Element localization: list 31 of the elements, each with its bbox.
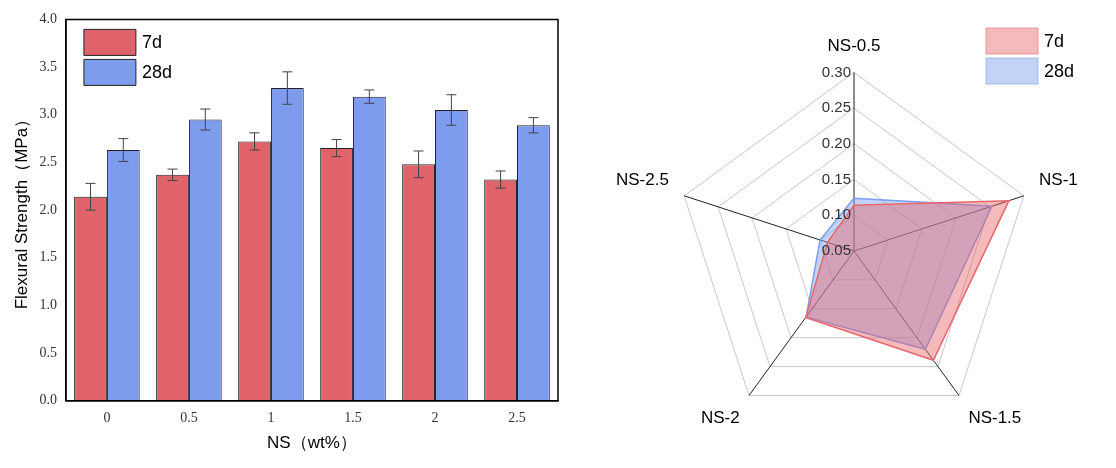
x-tick-label: 1 — [267, 409, 275, 425]
x-tick-label: 2 — [431, 409, 439, 425]
y-tick-label: 0.05 — [821, 241, 851, 259]
x-tick-label: 1.5 — [344, 409, 362, 425]
x-tick-label: 0 — [103, 409, 111, 425]
y-tick-label: 0.15 — [821, 169, 851, 187]
y-tick-label: 2.5 — [39, 154, 57, 170]
y-tick-label: 0.0 — [39, 392, 57, 408]
y-tick-label: 1.0 — [39, 297, 57, 313]
spoke-label: NS-1.5 — [968, 408, 1022, 428]
legend-label: 7d — [141, 32, 162, 53]
x-axis-title: NS（wt%） — [267, 433, 357, 453]
y-tick-label: 3.5 — [39, 58, 57, 74]
legend-label: 28d — [141, 62, 172, 83]
y-tick-label: 0.30 — [821, 62, 851, 80]
y-tick-label: 0.25 — [821, 98, 851, 116]
spoke-label: NS-2 — [700, 408, 740, 428]
y-tick-label: 0.20 — [821, 133, 851, 151]
spoke-label: NS-2.5 — [616, 170, 669, 190]
y-tick-label: 0.5 — [39, 344, 57, 360]
x-tick-label: 2.5 — [508, 409, 526, 425]
y-tick-label: 3.0 — [39, 106, 57, 122]
spoke-label: NS-1 — [1039, 170, 1078, 190]
legend-label: 28d — [1044, 60, 1075, 81]
y-axis-title: Flexural Strength（MPa） — [11, 110, 31, 310]
y-tick-label: 2.0 — [39, 201, 57, 217]
x-tick-label: 0.5 — [180, 409, 198, 425]
y-tick-label: 1.5 — [39, 249, 57, 265]
y-tick-label: 4.0 — [39, 11, 57, 27]
legend-label: 7d — [1044, 30, 1065, 51]
spoke-label: NS-0.5 — [827, 35, 881, 55]
